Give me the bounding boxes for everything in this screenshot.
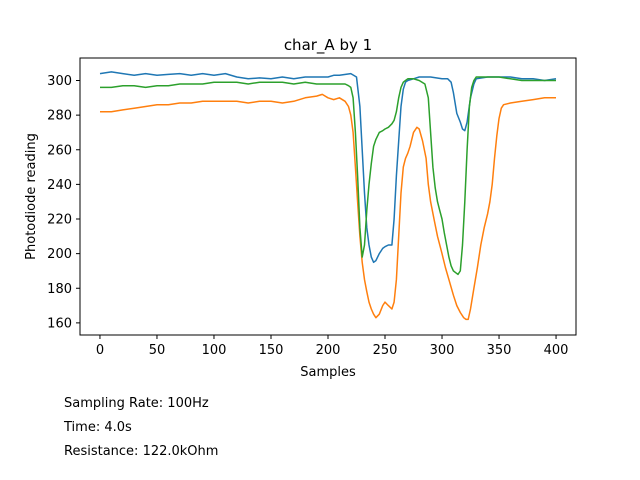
x-axis-label: Samples	[300, 365, 356, 380]
sampling-rate-text: Sampling Rate: 100Hz	[64, 396, 209, 411]
plot-frame	[79, 57, 577, 336]
y-axis-label: Photodiode reading	[24, 133, 39, 260]
time-text: Time: 4.0s	[64, 420, 132, 435]
x-tick-label: 250	[373, 343, 398, 358]
y-tick-label: 200	[47, 247, 72, 262]
x-tick-label: 150	[259, 343, 284, 358]
y-axis-ticks: 160 180 200 220 240 260 280 300	[47, 74, 80, 331]
x-tick-label: 50	[149, 343, 166, 358]
x-tick-label: 350	[487, 343, 512, 358]
x-tick-label: 100	[202, 343, 227, 358]
x-axis-ticks: 0 50 100 150 200 250 300 350 400	[96, 335, 569, 358]
y-tick-label: 300	[47, 74, 72, 89]
y-tick-label: 220	[47, 213, 72, 228]
x-tick-label: 400	[544, 343, 569, 358]
x-tick-label: 300	[430, 343, 455, 358]
y-tick-label: 260	[47, 143, 72, 158]
x-tick-label: 200	[316, 343, 341, 358]
y-tick-label: 180	[47, 282, 72, 297]
x-tick-label: 0	[96, 343, 104, 358]
chart-title: char_A by 1	[284, 36, 372, 55]
series-line-2	[100, 93, 556, 321]
y-tick-label: 240	[47, 178, 72, 193]
y-tick-label: 160	[47, 316, 72, 331]
series-line-3	[100, 76, 556, 276]
plot-lines	[99, 71, 557, 321]
series-line-1	[99, 71, 557, 264]
resistance-text: Resistance: 122.0kOhm	[64, 444, 219, 459]
y-tick-label: 280	[47, 109, 72, 124]
